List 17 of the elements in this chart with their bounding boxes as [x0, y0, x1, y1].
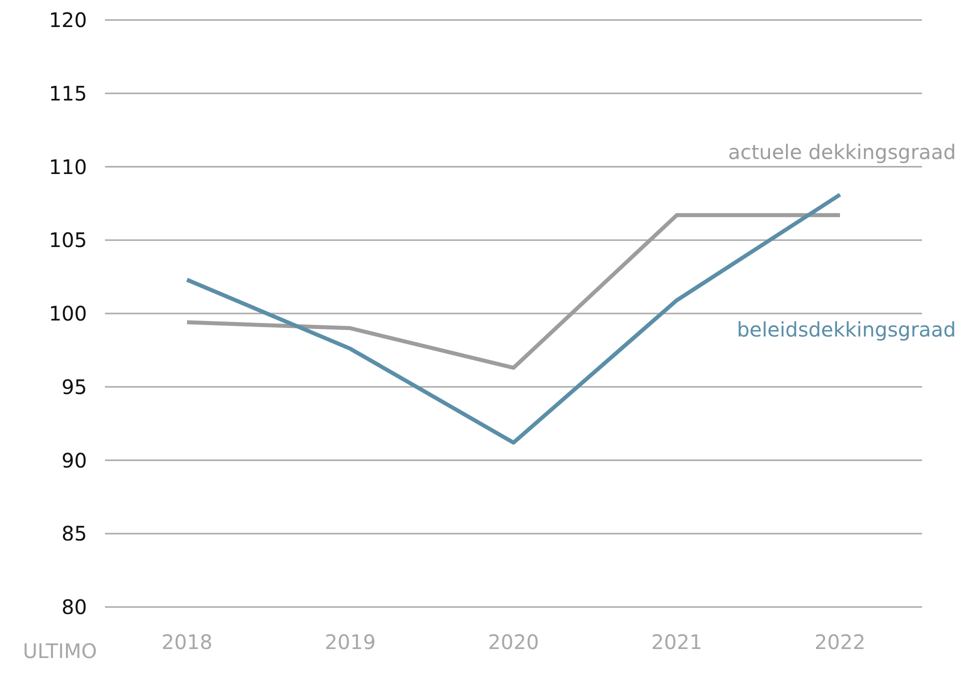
y-tick-label: 120 [48, 8, 87, 32]
y-tick-label: 85 [62, 522, 87, 546]
x-tick-label: 2018 [162, 630, 212, 654]
y-tick-label: 95 [62, 374, 87, 399]
x-tick-label: 2020 [488, 630, 539, 654]
y-tick-label: 110 [48, 154, 87, 179]
text: beleidsdekkingsgraad [736, 318, 956, 342]
x-tick-label: 2022 [814, 630, 866, 654]
y-tick-label: 80 [62, 595, 87, 620]
y-tick-label: 105 [48, 228, 87, 252]
x-tick-label: 2019 [324, 630, 376, 654]
text: actuele dekkingsgraad [728, 140, 956, 164]
x-tick-label: 2021 [651, 630, 702, 654]
x-axis-title: ULTIMO [22, 639, 97, 664]
y-tick-label: 115 [48, 81, 87, 106]
y-tick-label: 100 [48, 302, 87, 326]
y-tick-label: 90 [62, 448, 87, 472]
